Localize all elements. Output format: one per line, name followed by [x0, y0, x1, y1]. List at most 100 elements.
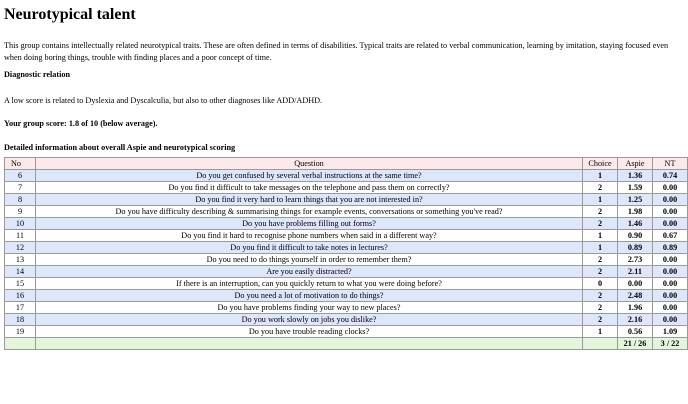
header-aspie: Aspie	[617, 157, 653, 170]
cell-no: 12	[4, 241, 36, 254]
header-question: Question	[35, 157, 583, 170]
cell-choice: 0	[582, 277, 618, 290]
cell-aspie: 1.25	[617, 193, 653, 206]
scoring-table: No Question Choice Aspie NT 6 Do you get …	[4, 157, 688, 350]
cell-no: 8	[4, 193, 36, 206]
cell-aspie: 0.00	[617, 277, 653, 290]
cell-nt: 0.00	[652, 205, 688, 218]
cell-choice: 2	[582, 301, 618, 314]
table-row: 12 Do you find it difficult to take notes…	[4, 241, 688, 254]
cell-no: 18	[4, 313, 36, 326]
table-row: 7 Do you find it difficult to take messag…	[4, 181, 688, 194]
table-header-row: No Question Choice Aspie NT	[4, 157, 688, 170]
totals-nt: 3 / 22	[652, 337, 688, 350]
cell-question: Do you find it difficult to take message…	[35, 181, 583, 194]
cell-choice: 2	[582, 265, 618, 278]
cell-no: 13	[4, 253, 36, 266]
cell-question: Do you have problems filling out forms?	[35, 217, 583, 230]
detail-heading: Detailed information about overall Aspie…	[4, 143, 236, 152]
diagnostic-text: A low score is related to Dyslexia and D…	[4, 96, 323, 105]
cell-aspie: 2.48	[617, 289, 653, 302]
cell-no: 19	[4, 325, 36, 338]
cell-aspie: 2.16	[617, 313, 653, 326]
table-row: 14 Are you easily distracted? 2 2.11 0.00	[4, 265, 688, 278]
cell-nt: 0.00	[652, 277, 688, 290]
cell-choice: 1	[582, 169, 618, 182]
totals-question	[35, 337, 583, 350]
cell-no: 11	[4, 229, 36, 242]
cell-nt: 0.67	[652, 229, 688, 242]
cell-question: Do you find it difficult to take notes i…	[35, 241, 583, 254]
cell-nt: 0.89	[652, 241, 688, 254]
header-no: No	[4, 157, 36, 170]
cell-aspie: 2.73	[617, 253, 653, 266]
cell-nt: 0.00	[652, 313, 688, 326]
cell-no: 14	[4, 265, 36, 278]
cell-aspie: 0.90	[617, 229, 653, 242]
table-row: 19 Do you have trouble reading clocks? 1 0.…	[4, 325, 688, 338]
diagnostic-heading: Diagnostic relation	[4, 70, 71, 79]
table-row: 17 Do you have problems finding your way …	[4, 301, 688, 314]
table-row: 16 Do you need a lot of motivation to do …	[4, 289, 688, 302]
cell-no: 9	[4, 205, 36, 218]
totals-aspie: 21 / 26	[617, 337, 653, 350]
cell-no: 7	[4, 181, 36, 194]
cell-question: Do you get confused by several verbal in…	[35, 169, 583, 182]
cell-choice: 1	[582, 325, 618, 338]
table-row: 18 Do you work slowly on jobs you dislike…	[4, 313, 688, 326]
table-row: 13 Do you need to do things yourself in o…	[4, 253, 688, 266]
cell-question: Do you need to do things yourself in ord…	[35, 253, 583, 266]
cell-aspie: 1.98	[617, 205, 653, 218]
totals-choice	[582, 337, 618, 350]
table-row: 9 Do you have difficulty describing & sum…	[4, 205, 688, 218]
cell-question: Do you have trouble reading clocks?	[35, 325, 583, 338]
cell-question: Are you easily distracted?	[35, 265, 583, 278]
cell-aspie: 1.46	[617, 217, 653, 230]
cell-nt: 0.00	[652, 265, 688, 278]
table-row: 8 Do you find it very hard to learn thing…	[4, 193, 688, 206]
cell-question: Do you find it very hard to learn things…	[35, 193, 583, 206]
totals-row: 21 / 26 3 / 22	[4, 337, 688, 350]
cell-nt: 0.00	[652, 301, 688, 314]
intro-text: This group contains intellectually relat…	[4, 41, 669, 62]
cell-question: Do you have problems finding your way to…	[35, 301, 583, 314]
cell-choice: 2	[582, 289, 618, 302]
cell-nt: 0.00	[652, 289, 688, 302]
cell-no: 10	[4, 217, 36, 230]
group-score: Your group score: 1.8 of 10 (below avera…	[4, 119, 158, 128]
table-row: 6 Do you get confused by several verbal i…	[4, 169, 688, 182]
cell-choice: 2	[582, 181, 618, 194]
cell-nt: 0.00	[652, 217, 688, 230]
cell-question: Do you find it hard to recognise phone n…	[35, 229, 583, 242]
cell-nt: 0.00	[652, 181, 688, 194]
cell-choice: 2	[582, 253, 618, 266]
cell-aspie: 1.59	[617, 181, 653, 194]
cell-nt: 0.74	[652, 169, 688, 182]
table-row: 15 If there is an interruption, can you q…	[4, 277, 688, 290]
cell-choice: 2	[582, 313, 618, 326]
cell-aspie: 1.36	[617, 169, 653, 182]
header-choice: Choice	[582, 157, 618, 170]
cell-choice: 1	[582, 229, 618, 242]
cell-aspie: 0.89	[617, 241, 653, 254]
cell-question: Do you have difficulty describing & summ…	[35, 205, 583, 218]
cell-nt: 1.09	[652, 325, 688, 338]
cell-choice: 2	[582, 205, 618, 218]
cell-nt: 0.00	[652, 253, 688, 266]
cell-choice: 1	[582, 241, 618, 254]
cell-no: 16	[4, 289, 36, 302]
cell-choice: 1	[582, 193, 618, 206]
cell-question: Do you need a lot of motivation to do th…	[35, 289, 583, 302]
cell-no: 17	[4, 301, 36, 314]
cell-aspie: 2.11	[617, 265, 653, 278]
cell-choice: 2	[582, 217, 618, 230]
cell-aspie: 1.96	[617, 301, 653, 314]
header-nt: NT	[652, 157, 688, 170]
table-row: 10 Do you have problems filling out forms…	[4, 217, 688, 230]
cell-no: 6	[4, 169, 36, 182]
cell-nt: 0.00	[652, 193, 688, 206]
cell-aspie: 0.56	[617, 325, 653, 338]
cell-question: If there is an interruption, can you qui…	[35, 277, 583, 290]
cell-no: 15	[4, 277, 36, 290]
totals-no	[4, 337, 36, 350]
